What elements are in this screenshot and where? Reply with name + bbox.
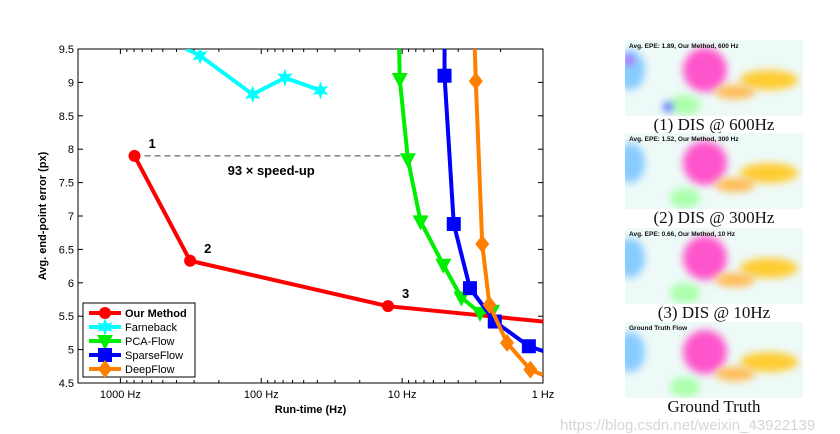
flow-color-region bbox=[663, 102, 673, 112]
flow-color-region bbox=[683, 48, 727, 92]
y-tick-label: 8 bbox=[68, 144, 74, 156]
data-point bbox=[500, 333, 515, 352]
series-pca-flow bbox=[391, 49, 501, 322]
flow-color-region bbox=[715, 367, 755, 381]
x-tick-label: 100 Hz bbox=[244, 389, 279, 401]
data-point bbox=[184, 254, 197, 267]
x-tick-label: 10 Hz bbox=[388, 389, 417, 401]
data-point bbox=[523, 360, 538, 379]
flow-color-region bbox=[670, 188, 700, 208]
flow-color-region bbox=[740, 352, 798, 372]
legend-marker bbox=[99, 307, 111, 319]
data-point bbox=[399, 153, 416, 169]
series-line bbox=[132, 154, 543, 324]
y-tick-label: 5 bbox=[68, 345, 74, 357]
y-tick-label: 9 bbox=[68, 77, 74, 89]
y-tick-label: 7.5 bbox=[59, 178, 74, 190]
flow-color-region bbox=[683, 236, 727, 280]
data-point bbox=[521, 339, 536, 354]
point-label: 3 bbox=[402, 286, 409, 301]
legend-marker bbox=[97, 318, 113, 336]
flow-color-region bbox=[670, 95, 700, 115]
x-tick-label: 1 Hz bbox=[532, 389, 555, 401]
data-point bbox=[192, 49, 208, 65]
flow-color-region bbox=[625, 238, 645, 278]
flow-image-label: Avg. EPE: 1.52, Our Method, 300 Hz bbox=[629, 136, 739, 143]
flow-color-region bbox=[625, 143, 645, 183]
plot-area bbox=[128, 49, 543, 379]
legend-label: SparseFlow bbox=[125, 350, 183, 362]
flow-image-2: Avg. EPE: 1.52, Our Method, 300 Hz bbox=[625, 133, 803, 209]
legend-marker bbox=[98, 360, 112, 378]
x-tick-label: 1000 Hz bbox=[100, 389, 141, 401]
flow-image-caption: (3) DIS @ 10Hz bbox=[657, 303, 771, 322]
y-tick-label: 8.5 bbox=[59, 111, 74, 123]
point-label: 1 bbox=[149, 136, 156, 151]
flow-color-region bbox=[683, 141, 727, 185]
legend-label: Farneback bbox=[125, 322, 177, 334]
series-deepflow bbox=[468, 49, 543, 379]
data-point bbox=[462, 281, 477, 296]
flow-color-region bbox=[670, 283, 700, 303]
flow-image-label: Avg. EPE: 1.89, Our Method, 600 Hz bbox=[629, 43, 739, 50]
legend-marker bbox=[98, 348, 112, 362]
y-tick-label: 7 bbox=[68, 211, 74, 223]
data-point bbox=[446, 217, 461, 232]
data-point bbox=[472, 306, 489, 322]
watermark: https://blog.csdn.net/weixin_43922139 bbox=[560, 417, 816, 434]
legend-label: PCA-Flow bbox=[125, 336, 175, 348]
flow-color-region bbox=[683, 330, 727, 374]
flow-image-label: Avg. EPE: 0.66, Our Method, 10 Hz bbox=[629, 231, 735, 238]
y-tick-label: 5.5 bbox=[59, 311, 74, 323]
flow-color-region bbox=[740, 258, 798, 278]
y-tick-label: 9.5 bbox=[59, 44, 74, 56]
series-sparseflow bbox=[437, 49, 543, 354]
flow-color-region bbox=[740, 163, 798, 183]
x-axis-label: Run-time (Hz) bbox=[275, 404, 347, 416]
flow-image-caption: (1) DIS @ 600Hz bbox=[653, 115, 775, 134]
flow-color-region bbox=[715, 85, 755, 99]
data-point bbox=[468, 72, 483, 91]
legend-marker bbox=[97, 335, 113, 350]
flow-color-region bbox=[740, 70, 798, 90]
flow-image-caption: Ground Truth bbox=[667, 397, 761, 416]
series-our-method bbox=[128, 149, 543, 324]
y-tick-label: 6 bbox=[68, 278, 74, 290]
data-point bbox=[482, 295, 497, 314]
legend: Our Method Farneback PCA-Flow SparseFlow Dee… bbox=[82, 302, 196, 378]
speedup-annotation: 93 × speed-up bbox=[228, 163, 315, 178]
flow-color-region bbox=[625, 55, 633, 65]
data-point bbox=[244, 85, 261, 104]
flow-color-region bbox=[625, 332, 645, 372]
flow-image-3: Avg. EPE: 0.66, Our Method, 10 Hz bbox=[625, 228, 803, 304]
y-tick-label: 6.5 bbox=[59, 244, 74, 256]
data-point bbox=[475, 235, 490, 254]
data-point bbox=[435, 258, 452, 274]
flow-color-region bbox=[715, 273, 755, 287]
flow-image-caption: (2) DIS @ 300Hz bbox=[653, 208, 775, 227]
legend-label: DeepFlow bbox=[125, 364, 175, 376]
flow-color-region bbox=[670, 377, 700, 397]
y-tick-label: 4.5 bbox=[59, 378, 74, 390]
data-point bbox=[381, 300, 394, 313]
flow-color-region bbox=[715, 178, 755, 192]
series-farneback bbox=[185, 49, 329, 104]
data-point bbox=[412, 215, 429, 231]
y-axis-label: Avg. end-point error (px) bbox=[37, 151, 49, 280]
data-point bbox=[277, 68, 293, 87]
data-point bbox=[312, 81, 329, 100]
data-point bbox=[437, 68, 452, 83]
data-point bbox=[391, 73, 408, 89]
legend-label: Our Method bbox=[125, 308, 187, 320]
data-point bbox=[453, 291, 470, 307]
flow-image-4: Ground Truth Flow bbox=[625, 322, 803, 398]
point-label: 2 bbox=[204, 241, 211, 256]
flow-image-label: Ground Truth Flow bbox=[629, 325, 688, 332]
runtime-error-chart: 4.5 5 5.5 6 6.5 7 7.5 8 8.5 9 9.5 1000 Hz 100 Hz 10 H… bbox=[37, 44, 555, 416]
data-point bbox=[128, 149, 141, 162]
flow-image-1: Avg. EPE: 1.89, Our Method, 600 Hz bbox=[625, 40, 803, 116]
